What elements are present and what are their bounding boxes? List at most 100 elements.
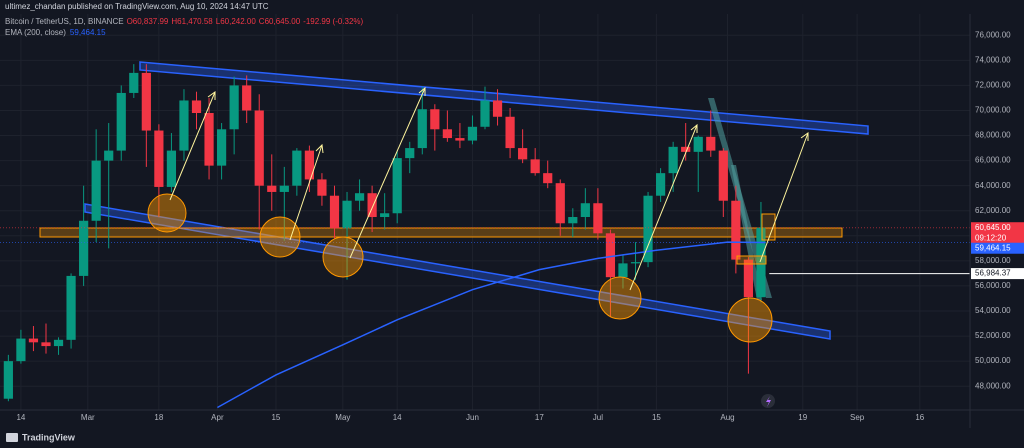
- candle-body: [392, 158, 402, 214]
- ohlc-high: H61,470.58: [171, 17, 213, 26]
- box-marker: [736, 255, 767, 265]
- price-label: 60,645.00: [975, 223, 1011, 232]
- y-tick-label: 56,000.00: [975, 281, 1011, 290]
- x-tick-label: 14: [16, 413, 25, 422]
- candle-body: [467, 126, 478, 141]
- candle-body: [242, 85, 252, 111]
- candle-body: [442, 129, 452, 139]
- candle-body: [154, 130, 164, 187]
- candle-body: [743, 259, 754, 298]
- legend-main: Bitcoin / TetherUS, 1D, BINANCE O60,837.9…: [5, 17, 364, 26]
- header-bar: [0, 0, 1024, 14]
- candle-body: [66, 275, 76, 340]
- candle-body: [91, 160, 101, 221]
- price-axis: [970, 14, 1024, 428]
- candle-body: [643, 195, 653, 263]
- x-tick-label: Sep: [850, 413, 865, 422]
- price-label-box: [971, 222, 1024, 245]
- y-tick-label: 52,000.00: [975, 331, 1011, 340]
- circle-marker: [322, 236, 364, 278]
- header: ultimez_chandan published on TradingView…: [5, 2, 269, 11]
- x-tick-label: Mar: [81, 413, 95, 422]
- candle-body: [681, 146, 691, 152]
- x-tick-label: Jul: [593, 413, 603, 422]
- candle-body: [731, 200, 741, 260]
- x-tick-label: 17: [535, 413, 544, 422]
- candle-body: [505, 116, 515, 149]
- x-tick-label: Apr: [211, 413, 224, 422]
- candle-body: [555, 183, 565, 224]
- candle-body: [492, 100, 503, 117]
- x-tick-label: 18: [154, 413, 163, 422]
- plot: [0, 64, 970, 409]
- candle-body: [254, 110, 264, 186]
- y-tick-label: 48,000.00: [975, 381, 1011, 390]
- footer-logo: TradingView: [22, 432, 76, 442]
- y-tick-label: 72,000.00: [975, 81, 1011, 90]
- y-tick-label: 50,000.00: [975, 356, 1011, 365]
- candle-body: [28, 338, 39, 343]
- candle-body: [166, 150, 177, 187]
- price-label-box: [971, 268, 1024, 280]
- candle-body: [580, 203, 590, 218]
- x-tick-label: May: [335, 413, 350, 422]
- ema-name: EMA (200, close): [5, 28, 66, 37]
- candle-body: [16, 338, 26, 362]
- x-tick-label: 19: [798, 413, 807, 422]
- price-label-box: [971, 242, 1024, 254]
- legend-ema: EMA (200, close) 59,464.15: [5, 28, 106, 37]
- x-tick-label: 15: [271, 413, 280, 422]
- candle-body: [229, 85, 239, 130]
- candle-body: [756, 227, 766, 298]
- x-tick-label: 14: [393, 413, 402, 422]
- candle-body: [141, 72, 151, 131]
- candle-body: [656, 173, 666, 196]
- annotations: [147, 86, 809, 408]
- footer-bar: [0, 428, 1024, 448]
- alert-icon-bolt: [766, 396, 771, 407]
- price-label: 56,984.37: [975, 269, 1011, 278]
- drawings: [39, 61, 869, 340]
- ema-value: 59,464.15: [70, 28, 106, 37]
- ohlc-open: O60,837.99: [127, 17, 169, 26]
- x-tick-label: 16: [915, 413, 924, 422]
- candle-body: [191, 100, 202, 113]
- candle-body: [543, 173, 553, 184]
- y-tick-label: 64,000.00: [975, 181, 1011, 190]
- candle-body: [367, 193, 377, 218]
- candle-body: [417, 109, 427, 149]
- candle-body: [518, 148, 528, 160]
- candle-body: [129, 72, 139, 93]
- candle-body: [41, 342, 51, 347]
- candle-body: [480, 100, 490, 127]
- candle-body: [3, 361, 13, 399]
- y-tick-label: 74,000.00: [975, 55, 1011, 64]
- y-tick-label: 70,000.00: [975, 106, 1011, 115]
- y-tick-label: 62,000.00: [975, 206, 1011, 215]
- candle-body: [618, 263, 628, 278]
- symbol: Bitcoin / TetherUS, 1D, BINANCE: [5, 17, 124, 26]
- y-tick-label: 76,000.00: [975, 30, 1011, 39]
- axes: 48,000.00 50,000.00 52,000.00 54,000.00 56,0…: [16, 30, 1024, 422]
- y-tick-label: 66,000.00: [975, 156, 1011, 165]
- candle-body: [267, 185, 277, 192]
- candle-body: [605, 233, 616, 278]
- circle-marker: [259, 216, 301, 258]
- candle-body: [104, 150, 114, 161]
- candle-body: [304, 150, 314, 180]
- arrows: [169, 86, 809, 291]
- candle-body: [455, 138, 465, 141]
- candle-body: [329, 195, 340, 229]
- candle-body: [718, 150, 728, 201]
- candle-body: [568, 217, 578, 224]
- candle-body: [405, 148, 415, 159]
- candle-body: [116, 92, 126, 151]
- circle-marker: [147, 193, 187, 233]
- candle-body: [630, 262, 641, 264]
- upper-channel: [139, 61, 869, 135]
- candle-body: [430, 109, 440, 130]
- ohlc-close: C60,645.00: [259, 17, 301, 26]
